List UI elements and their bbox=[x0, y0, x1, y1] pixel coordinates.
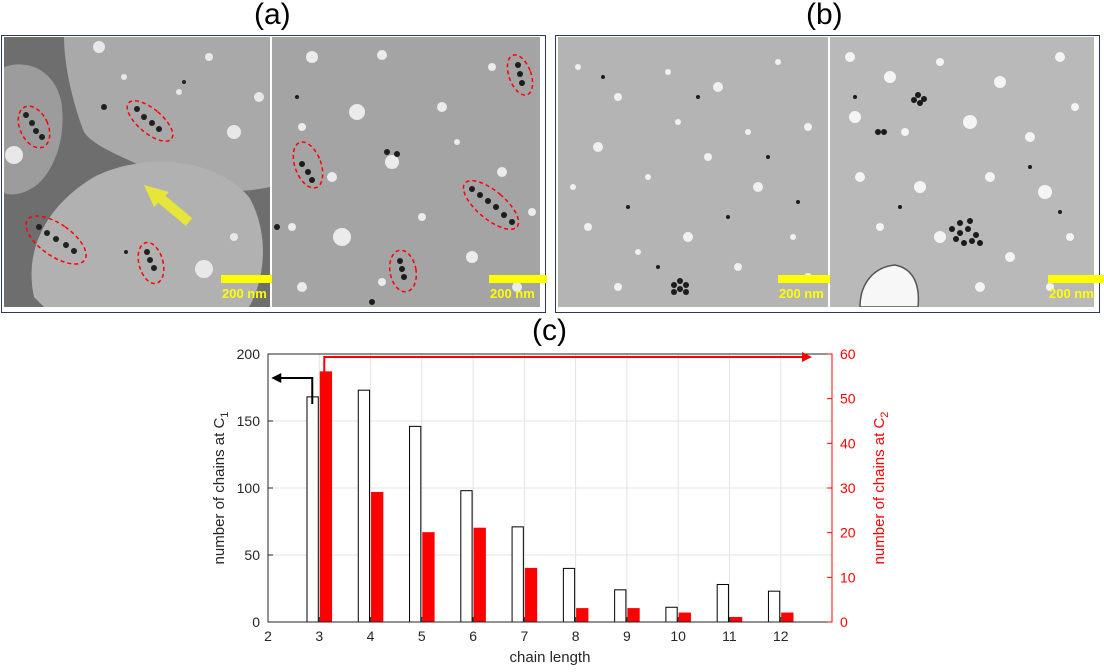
y-axis-label-left: number of chains at C1 bbox=[211, 412, 231, 565]
x-tick-label: 4 bbox=[367, 628, 375, 644]
left-axis-arrow bbox=[279, 377, 314, 404]
micrograph-a-right bbox=[272, 37, 540, 307]
y-axis-label-right-sub: 2 bbox=[879, 412, 891, 418]
x-tick-label: 7 bbox=[520, 628, 528, 644]
grid-layer bbox=[267, 353, 832, 623]
bar-c2 bbox=[781, 612, 794, 623]
bar-c1 bbox=[460, 490, 473, 623]
bar-c1 bbox=[665, 606, 678, 623]
x-tick-label: 12 bbox=[773, 628, 789, 644]
scale-bar-a-right bbox=[489, 275, 547, 283]
ticks-layer: 2 3 4 5 6 7 8 9 10 11 12 0 50 100 150 200 0 10 20 30 40 50 60 bbox=[237, 346, 856, 644]
bar-c1 bbox=[716, 583, 729, 623]
bar-c1 bbox=[306, 396, 319, 623]
bar-c2 bbox=[576, 608, 589, 623]
bar-c2 bbox=[422, 532, 435, 623]
y-left-tick-label: 0 bbox=[252, 614, 260, 630]
y-axis-label-right-text: number of chains at C bbox=[871, 418, 888, 565]
y-axis-label-left-sub: 1 bbox=[219, 412, 231, 418]
right-axis-arrowhead bbox=[802, 352, 812, 362]
x-tick-label: 8 bbox=[572, 628, 580, 644]
bar-c2 bbox=[319, 371, 333, 623]
y-axis-label-left-text: number of chains at C bbox=[211, 418, 228, 565]
micrograph-a-left bbox=[4, 37, 270, 307]
x-tick-label: 2 bbox=[264, 628, 272, 644]
y-left-tick-label: 50 bbox=[244, 547, 260, 563]
y-right-tick-label: 10 bbox=[840, 569, 856, 585]
bar-c2 bbox=[729, 617, 743, 623]
y-right-tick-label: 30 bbox=[840, 480, 856, 496]
y-axis-label-right: number of chains at C2 bbox=[871, 412, 891, 565]
scale-label-a-right: 200 nm bbox=[490, 286, 535, 301]
x-tick-label: 6 bbox=[469, 628, 477, 644]
bar-c1 bbox=[767, 590, 781, 623]
bar-c2 bbox=[627, 608, 640, 623]
y-left-tick-label: 150 bbox=[237, 413, 261, 429]
right-axis-arrow bbox=[323, 356, 804, 372]
scale-bar-b-right bbox=[1048, 275, 1104, 283]
bar-c2 bbox=[371, 491, 384, 623]
bar-chart: 2 3 4 5 6 7 8 9 10 11 120501001502000102030405060 … bbox=[211, 346, 891, 666]
bar-c1 bbox=[409, 425, 422, 623]
scale-label-b-left: 200 nm bbox=[779, 286, 824, 301]
y-right-tick-label: 20 bbox=[840, 525, 856, 541]
y-right-tick-label: 50 bbox=[840, 391, 856, 407]
bar-c2 bbox=[473, 527, 486, 623]
panel-label-a: (a) bbox=[254, 0, 291, 31]
scale-bar-a-left bbox=[221, 275, 279, 283]
y-left-tick-label: 100 bbox=[237, 480, 261, 496]
x-tick-label: 3 bbox=[315, 628, 323, 644]
scale-label-a-left: 200 nm bbox=[222, 286, 267, 301]
bar-c2 bbox=[524, 567, 538, 623]
micrograph-b-right bbox=[830, 37, 1094, 307]
x-axis-label: chain length bbox=[510, 649, 591, 666]
y-right-tick-label: 40 bbox=[840, 435, 856, 451]
x-tick-label: 11 bbox=[722, 628, 737, 644]
scale-bar-b-left bbox=[778, 275, 836, 283]
axis-arrows bbox=[271, 352, 812, 404]
x-tick-label: 5 bbox=[418, 628, 426, 644]
bar-c1 bbox=[511, 526, 524, 623]
left-axis-arrowhead bbox=[271, 373, 282, 383]
y-right-tick-label: 0 bbox=[840, 614, 848, 630]
y-left-tick-label: 200 bbox=[237, 346, 261, 362]
x-tick-label: 9 bbox=[623, 628, 631, 644]
bar-c1 bbox=[562, 567, 576, 623]
micrograph-b-left bbox=[558, 37, 828, 307]
bar-c2 bbox=[678, 612, 691, 623]
bars-layer bbox=[306, 371, 794, 623]
x-tick-label: 10 bbox=[670, 628, 686, 644]
bar-c1 bbox=[357, 389, 371, 623]
scale-label-b-right: 200 nm bbox=[1049, 286, 1094, 301]
panel-label-b: (b) bbox=[806, 0, 843, 31]
y-right-tick-label: 60 bbox=[840, 346, 856, 362]
panel-label-c: (c) bbox=[532, 314, 567, 347]
bar-c1 bbox=[614, 589, 627, 623]
